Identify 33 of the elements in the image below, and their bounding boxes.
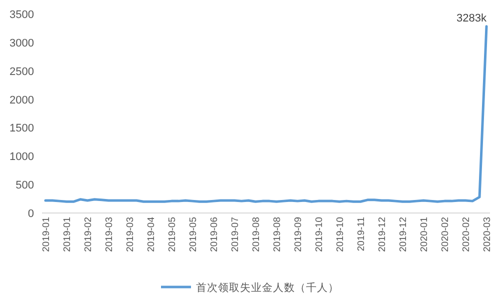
x-tick-label: 2019-09 (293, 217, 304, 252)
x-tick-label: 2020-02 (440, 217, 451, 252)
y-tick-label: 1500 (10, 122, 34, 135)
x-tick-label: 2019-08 (272, 217, 283, 252)
x-tick-label: 2019-11 (356, 217, 367, 252)
line-series (44, 25, 488, 203)
x-tick-label: 2019-10 (314, 217, 325, 252)
y-tick-label: 500 (16, 180, 34, 192)
x-tick-label: 2019-02 (83, 217, 94, 252)
x-tick-label: 2019-03 (125, 217, 136, 252)
y-tick-label: 2000 (10, 94, 34, 106)
y-tick-label: 0 (28, 208, 34, 220)
x-tick-label: 2019-08 (251, 217, 262, 252)
y-tick-label: 1000 (10, 151, 34, 164)
x-tick-label: 2019-04 (146, 217, 157, 252)
x-tick-label: 2019-10 (335, 217, 346, 252)
x-tick-label: 2019-05 (167, 217, 178, 252)
x-tick-label: 2019-12 (377, 217, 388, 252)
x-tick-label: 2019-12 (398, 217, 409, 252)
x-tick-label: 2019-01 (41, 217, 52, 252)
legend-label: 首次领取失业金人数（千人） (196, 281, 339, 294)
y-tick-label: 3500 (10, 9, 34, 21)
x-tick-label: 2019-05 (188, 217, 199, 252)
x-tick-label: 2020-02 (461, 217, 472, 252)
x-tick-label: 2019-06 (209, 217, 220, 252)
data-label: 3283k (456, 12, 487, 24)
x-tick-label: 2019-03 (104, 217, 115, 252)
x-tick-label: 2020-03 (482, 217, 493, 252)
x-tick-label: 2019-07 (230, 217, 241, 252)
y-tick-label: 2500 (10, 66, 34, 78)
x-tick-label: 2019-01 (62, 217, 73, 252)
x-tick-label: 2020-01 (419, 217, 430, 252)
y-tick-label: 3000 (10, 37, 34, 50)
